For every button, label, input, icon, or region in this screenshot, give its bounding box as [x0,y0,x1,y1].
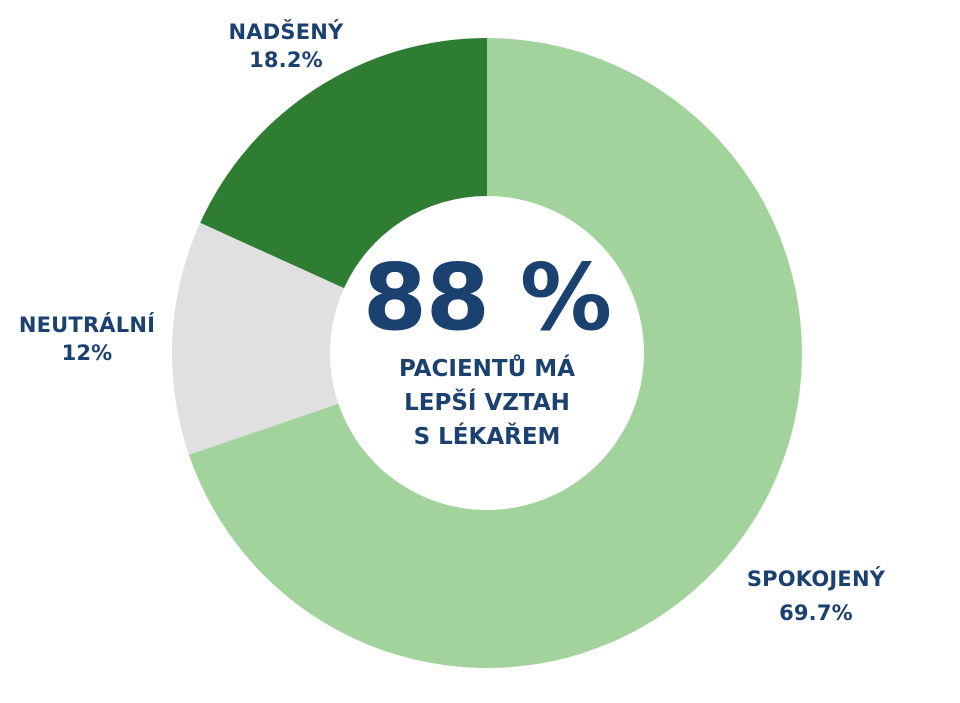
label-spokojeny-name: SPOKOJENÝ [746,567,886,591]
label-nadseny-value: 18.2% [249,48,323,72]
label-spokojeny-value: 69.7% [779,601,853,625]
donut-slice-nadšený [200,38,487,289]
center-caption-line-1: PACIENTŮ MÁ [398,356,575,382]
label-neutralni: NEUTRÁLNÍ 12% [2,311,172,367]
center-caption-line-3: S LÉKAŘEM [413,424,561,450]
label-nadseny-name: NADŠENÝ [228,20,344,44]
label-neutralni-name: NEUTRÁLNÍ [18,313,156,337]
label-nadseny: NADŠENÝ 18.2% [206,18,366,74]
donut-slice-spokojený [188,38,803,668]
center-caption: PACIENTŮ MÁ LEPŠÍ VZTAH S LÉKAŘEM [337,352,637,454]
center-percentage: 88 % [362,244,612,351]
label-spokojeny: SPOKOJENÝ 69.7% [726,562,906,630]
center-caption-line-2: LEPŠÍ VZTAH [404,390,570,416]
donut-slice-neutrální [171,222,345,455]
label-neutralni-value: 12% [61,341,113,365]
